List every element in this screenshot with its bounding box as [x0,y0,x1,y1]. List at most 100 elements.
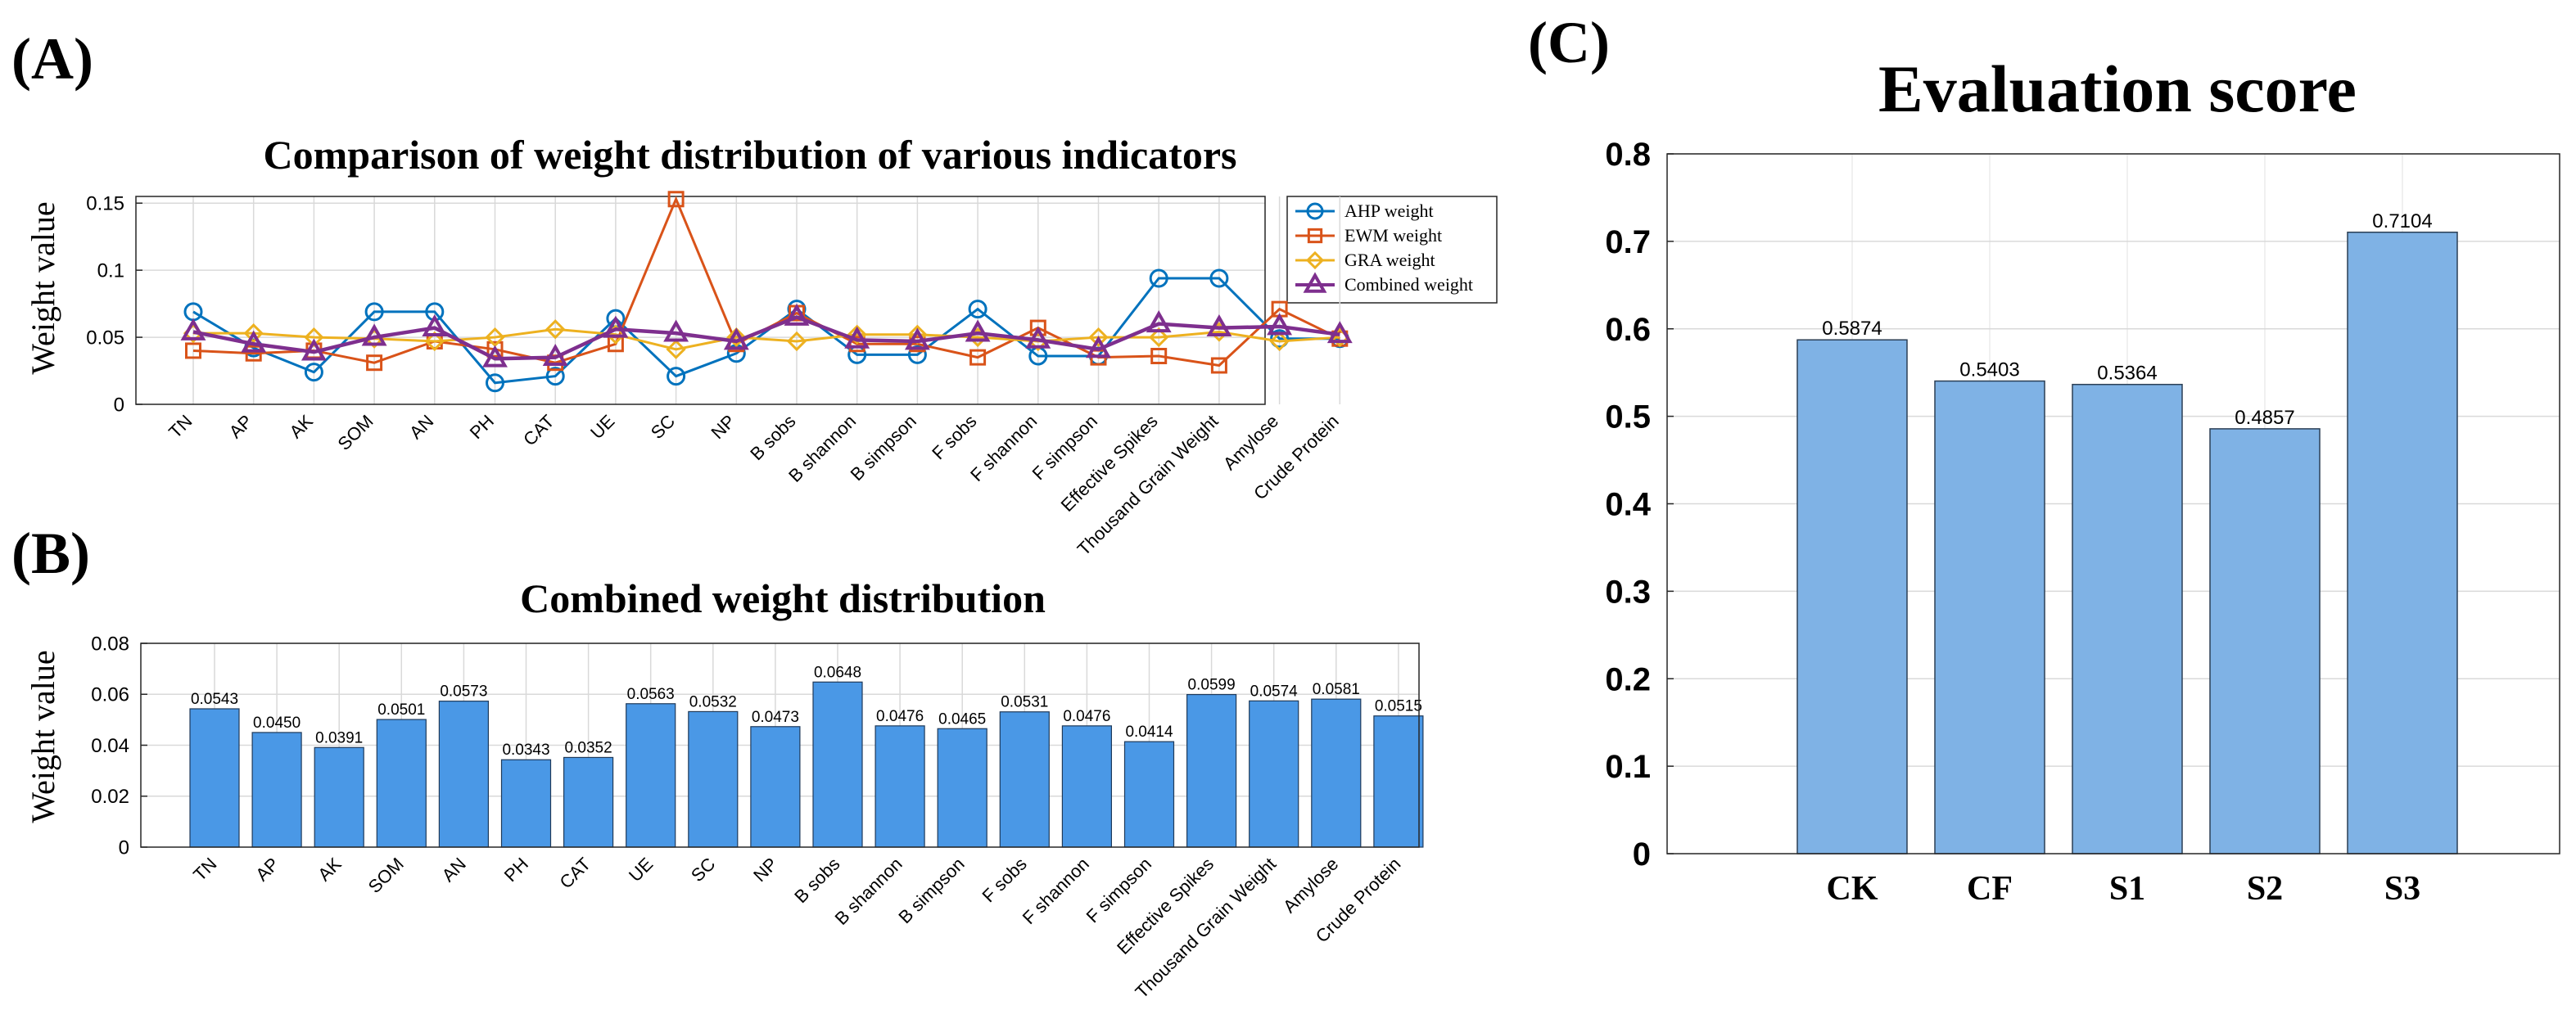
legend-label: EWM weight [1344,225,1442,246]
x-tick-label: AK [314,854,346,886]
data-point [965,319,991,342]
bar-value-label: 0.0515 [1375,698,1422,715]
data-point [1305,250,1325,270]
data-point [185,342,201,359]
data-point [245,345,262,362]
bar-value-label: 0.0476 [876,708,924,725]
legend-label: GRA weight [1344,250,1435,270]
data-point [726,327,747,348]
bar-value-label: 0.0573 [440,683,487,701]
data-point [486,340,504,358]
series-combined-weight [180,303,1353,367]
bar-value-label: 0.0476 [1063,708,1110,725]
x-tick-label: SC [687,854,719,886]
data-point [1150,348,1168,365]
plot-frame [1666,153,2560,854]
data-point [969,349,987,366]
data-point [1326,321,1353,344]
legend-label: AHP weight [1344,201,1434,221]
chart-c-title: Evaluation score [1878,52,2357,126]
bar [1934,380,2045,854]
bar-value-label: 0.0563 [627,686,675,703]
y-tick-label: 0.02 [91,786,129,808]
bar [626,703,676,848]
x-tick-label: AK [285,411,317,443]
x-tick-label: UE [625,854,657,886]
y-tick-label: 0.3 [1605,574,1651,610]
bar [251,732,302,848]
bar-value-label: 0.0352 [565,739,612,756]
data-point [1210,357,1227,374]
y-tick-label: 0 [1633,836,1651,872]
x-tick-label: Amylose [1279,854,1342,917]
bar-value-label: 0.5874 [1822,318,1882,340]
x-tick-label: S3 [2384,870,2420,908]
data-point [723,327,749,350]
bar [937,728,987,848]
x-tick-label: TN [189,854,220,885]
data-point [545,367,565,386]
x-tick-label: SOM [364,854,408,897]
data-point [304,363,323,382]
x-tick-label: B sobs [790,854,843,907]
bar [563,756,614,848]
y-tick-label: 0.6 [1605,312,1651,348]
data-point [968,300,987,319]
bar [1061,725,1113,848]
data-point [1088,327,1109,348]
data-point [1267,313,1293,336]
legend-label: Combined weight [1344,274,1473,295]
x-tick-label: SC [647,411,679,443]
y-tick-label: 0 [119,836,129,859]
data-point [422,313,448,336]
bar-value-label: 0.0391 [315,729,363,746]
bar [812,681,863,848]
x-tick-label: PH [466,411,498,443]
bar [189,708,240,848]
data-point [907,345,927,364]
bar-value-label: 0.0648 [814,664,861,681]
y-tick-label: 0.4 [1605,487,1651,523]
y-tick-label: 0.04 [91,735,129,757]
data-point [304,327,324,348]
data-point [1269,331,1290,352]
bar [2347,232,2458,854]
chart-b-ylabel: Weight value [25,650,61,823]
data-point [361,323,387,346]
data-point [1270,329,1290,349]
data-point [847,324,867,345]
bar-value-label: 0.7104 [2372,210,2432,232]
data-point [366,354,383,372]
y-tick-label: 0.05 [86,327,124,349]
chart-a-ylabel: Weight value [25,201,61,374]
bar [1249,700,1299,848]
bar [1311,698,1362,848]
bar [1123,741,1175,848]
x-tick-label: NP [707,411,739,443]
x-tick-label: B sobs [746,411,799,464]
bar-value-label: 0.0532 [689,693,737,710]
x-tick-label: CF [1967,870,2013,908]
bar-value-label: 0.0473 [752,709,799,726]
x-tick-label: CAT [519,411,558,450]
x-tick-label: CAT [555,854,594,893]
chart-a-title: Comparison of weight distribution of var… [264,132,1237,178]
bar [1796,339,1908,854]
x-tick-label: B simpson [894,854,968,927]
y-tick-label: 0.5 [1605,399,1651,435]
y-tick-label: 0.08 [91,633,129,655]
x-tick-label: F shannon [1019,854,1093,928]
data-point [1086,336,1111,358]
plot-frame [135,196,1266,405]
y-tick-label: 0.15 [86,193,124,215]
y-tick-label: 0.06 [91,684,129,706]
panel-label-b: (B) [11,521,90,586]
y-tick-label: 0 [114,394,124,416]
x-tick-label: AN [438,854,470,886]
series-line [193,327,1340,351]
x-tick-label: AP [251,854,282,885]
x-tick-label: B shannon [831,854,906,929]
y-tick-label: 0.7 [1605,224,1651,260]
bar [376,719,427,848]
bar [688,710,739,848]
